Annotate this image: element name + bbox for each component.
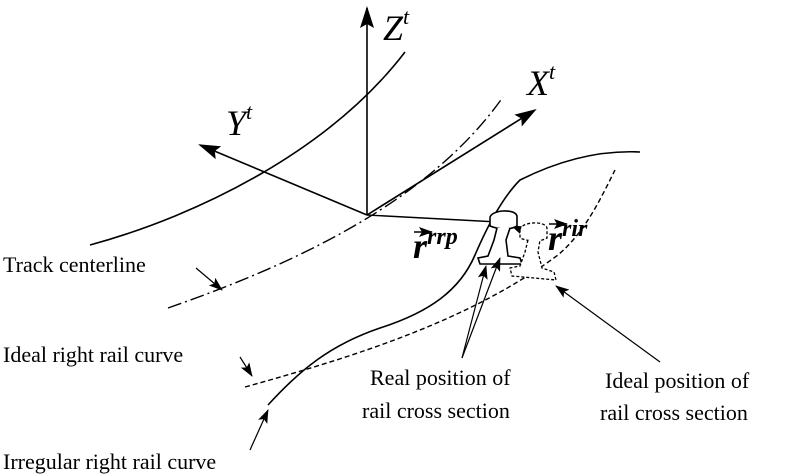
y-axis [198,144,368,216]
z-axis-label: Zt [383,4,410,48]
real-position-callout-arrow-2 [461,265,488,359]
irregular-curve-callout-arrow [249,409,269,451]
ideal-position-label-line1: Ideal position of [605,368,750,393]
rrp-vector-label: rrrp [413,224,458,266]
ideal-position-label-line2: rail cross section [600,400,748,425]
real-position-callout-arrow [461,257,501,359]
reference-curve [89,51,406,246]
ideal-rail-cross-section [509,222,557,281]
ideal-curve-callout-arrow [239,356,253,377]
ideal-right-rail-curve [244,169,616,388]
track-centerline-label: Track centerline [3,252,146,277]
real-position-label-line2: rail cross section [362,398,510,423]
y-axis-label: Yt [226,99,253,143]
rir-vector-label: rrir [548,216,588,258]
real-rail-cross-section [476,210,524,265]
ideal-position-callout-arrow [555,285,661,363]
x-axis-label: Xt [525,59,556,103]
irregular-right-rail-curve [267,150,641,406]
centerline-callout-arrow [195,267,223,291]
irregular-right-rail-curve-label: Irregular right rail curve [3,449,216,474]
rrp-vector [366,214,499,227]
real-position-label-line1: Real position of [370,365,511,390]
x-axis [366,108,537,216]
ideal-right-rail-curve-label: Ideal right rail curve [3,342,183,367]
